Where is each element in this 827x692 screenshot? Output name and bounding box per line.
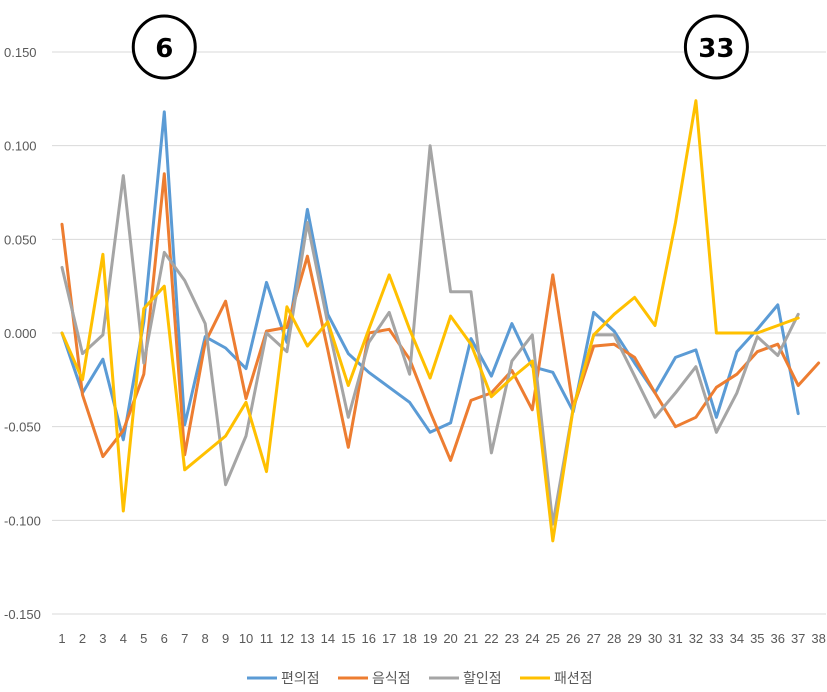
x-tick-label: 37 <box>791 631 805 646</box>
x-tick-label: 22 <box>484 631 498 646</box>
x-tick-label: 16 <box>362 631 376 646</box>
y-axis-ticks: 0.150 0.100 0.050 0.000 -0.050 -0.100 -0.150 <box>4 45 41 622</box>
x-tick-label: 28 <box>607 631 621 646</box>
x-tick-label: 20 <box>443 631 457 646</box>
x-tick-label: 19 <box>423 631 437 646</box>
callout-circle <box>683 14 749 80</box>
callout-circle <box>131 14 197 80</box>
x-tick-label: 6 <box>161 631 168 646</box>
legend: 편의점 음식점 할인점 패션점 <box>247 671 593 687</box>
x-tick-label: 17 <box>382 631 396 646</box>
x-tick-label: 35 <box>750 631 764 646</box>
x-tick-label: 12 <box>280 631 294 646</box>
y-tick-label: -0.100 <box>4 513 41 528</box>
x-tick-label: 4 <box>120 631 127 646</box>
x-tick-label: 10 <box>239 631 253 646</box>
x-tick-label: 3 <box>99 631 106 646</box>
x-axis-ticks: 1 2 3 4 5 6 7 8 9 10 11 12 13 14 15 16 17 18 19 20 21 22 23 24 2… <box>58 631 826 646</box>
x-tick-label: 34 <box>730 631 744 646</box>
x-tick-label: 2 <box>79 631 86 646</box>
series-line <box>60 110 800 442</box>
annotations: 6 33 <box>131 14 749 80</box>
y-tick-label: 0.050 <box>4 232 37 247</box>
x-tick-label: 36 <box>771 631 785 646</box>
x-tick-label: 11 <box>260 631 274 646</box>
legend-label: 할인점 <box>463 671 502 687</box>
x-tick-label: 13 <box>300 631 314 646</box>
callout-label: 33 <box>698 34 734 64</box>
x-tick-label: 33 <box>709 631 723 646</box>
x-tick-label: 8 <box>202 631 209 646</box>
y-tick-label: -0.150 <box>4 607 41 622</box>
x-tick-label: 14 <box>321 631 335 646</box>
x-tick-label: 25 <box>546 631 560 646</box>
x-tick-label: 18 <box>402 631 416 646</box>
x-tick-label: 24 <box>525 631 539 646</box>
legend-label: 편의점 <box>281 671 320 687</box>
series-line <box>60 99 800 543</box>
y-tick-label: 0.150 <box>4 45 37 60</box>
x-tick-label: 38 <box>811 631 825 646</box>
x-tick-label: 21 <box>464 631 478 646</box>
legend-label: 패션점 <box>554 671 593 687</box>
x-tick-label: 15 <box>341 631 355 646</box>
legend-label: 음식점 <box>372 671 411 687</box>
x-tick-label: 32 <box>689 631 703 646</box>
y-tick-label: -0.050 <box>4 420 41 435</box>
x-tick-label: 5 <box>140 631 147 646</box>
y-tick-label: 0.000 <box>4 326 37 341</box>
x-tick-label: 1 <box>58 631 65 646</box>
series-lines <box>60 99 821 543</box>
x-tick-label: 30 <box>648 631 662 646</box>
y-tick-label: 0.100 <box>4 139 37 154</box>
x-tick-label: 29 <box>627 631 641 646</box>
x-tick-label: 7 <box>181 631 188 646</box>
x-tick-label: 27 <box>586 631 600 646</box>
series-line <box>60 172 821 462</box>
callout-label: 6 <box>155 34 173 64</box>
x-tick-label: 23 <box>505 631 519 646</box>
x-tick-label: 31 <box>668 631 682 646</box>
x-tick-label: 26 <box>566 631 580 646</box>
series-line <box>60 144 800 526</box>
x-tick-label: 9 <box>222 631 229 646</box>
